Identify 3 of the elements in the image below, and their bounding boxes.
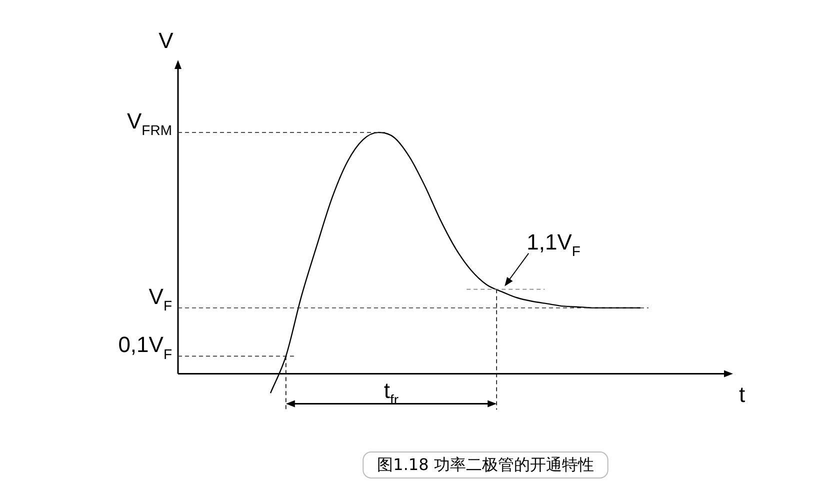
x-axis-title: t <box>739 382 746 407</box>
caption: 图1.18 功率二极管的开通特性 <box>377 455 594 474</box>
y-axis-title: V <box>158 28 174 53</box>
